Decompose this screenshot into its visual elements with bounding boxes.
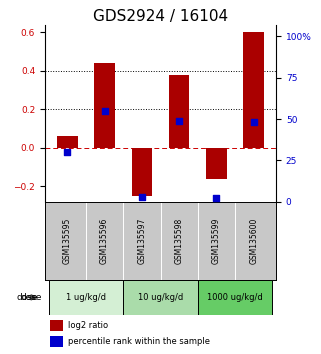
Bar xyxy=(132,148,152,196)
Text: GSM135595: GSM135595 xyxy=(63,217,72,264)
Point xyxy=(251,120,256,125)
Text: GSM135598: GSM135598 xyxy=(175,218,184,264)
Bar xyxy=(94,63,115,148)
Bar xyxy=(57,136,78,148)
Title: GDS2924 / 16104: GDS2924 / 16104 xyxy=(93,8,228,24)
Text: log2 ratio: log2 ratio xyxy=(68,321,108,330)
Bar xyxy=(49,280,123,315)
Text: 1 ug/kg/d: 1 ug/kg/d xyxy=(66,293,106,302)
Bar xyxy=(49,320,64,331)
Bar xyxy=(206,148,227,179)
Text: 10 ug/kg/d: 10 ug/kg/d xyxy=(138,293,183,302)
Point xyxy=(102,108,107,114)
Text: 1000 ug/kg/d: 1000 ug/kg/d xyxy=(207,293,263,302)
Point xyxy=(214,196,219,201)
Point xyxy=(139,194,144,200)
Bar xyxy=(169,75,189,148)
Bar xyxy=(49,336,64,347)
Text: dose: dose xyxy=(20,293,42,302)
Bar xyxy=(123,280,198,315)
Text: GSM135597: GSM135597 xyxy=(137,217,146,264)
Text: GSM135600: GSM135600 xyxy=(249,217,258,264)
Bar xyxy=(198,280,272,315)
Bar xyxy=(243,33,264,148)
Text: GSM135596: GSM135596 xyxy=(100,217,109,264)
Point xyxy=(177,118,182,124)
Text: GSM135599: GSM135599 xyxy=(212,217,221,264)
Text: dose: dose xyxy=(16,293,38,302)
Text: percentile rank within the sample: percentile rank within the sample xyxy=(68,337,210,346)
Point xyxy=(65,149,70,155)
